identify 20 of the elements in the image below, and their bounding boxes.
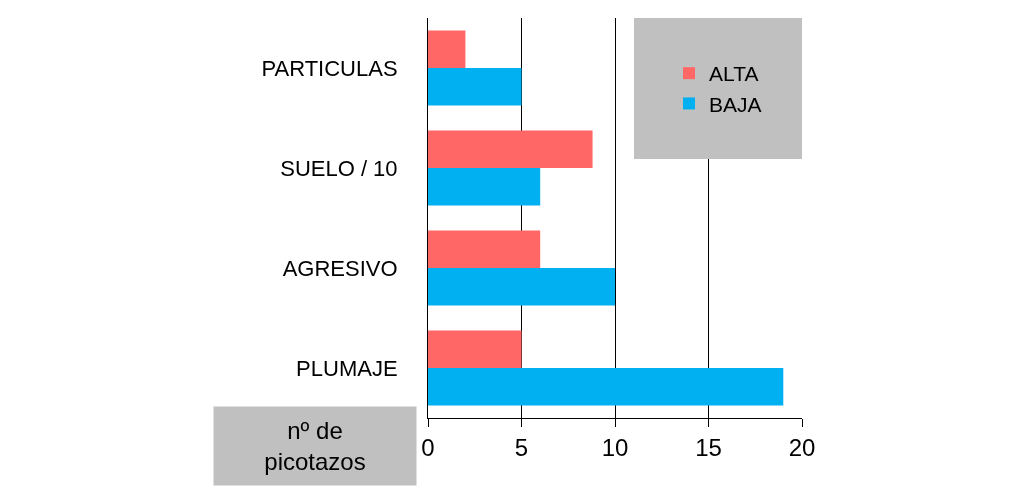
bar [428,168,541,206]
x-axis-title: nº de picotazos [264,416,366,476]
bar [428,30,466,68]
bar [428,130,593,168]
bar [428,268,615,306]
x-tick-label: 15 [695,433,722,461]
x-tick-label: 5 [514,433,529,461]
bar [428,68,522,106]
y-tick-label: PLUMAJE [296,355,398,381]
legend-label: BAJA [709,92,762,116]
bar [428,330,522,368]
x-tick-label: 20 [788,433,816,461]
y-tick-label: PARTICULAS [261,55,398,81]
legend-label: ALTA [709,62,759,86]
bar [428,368,784,406]
x-tick-label: 10 [601,433,629,461]
y-tick-label: AGRESIVO [282,255,398,281]
bar [428,230,541,268]
x-tick-label: 0 [421,433,435,461]
y-tick-label: SUELO / 10 [280,155,398,181]
